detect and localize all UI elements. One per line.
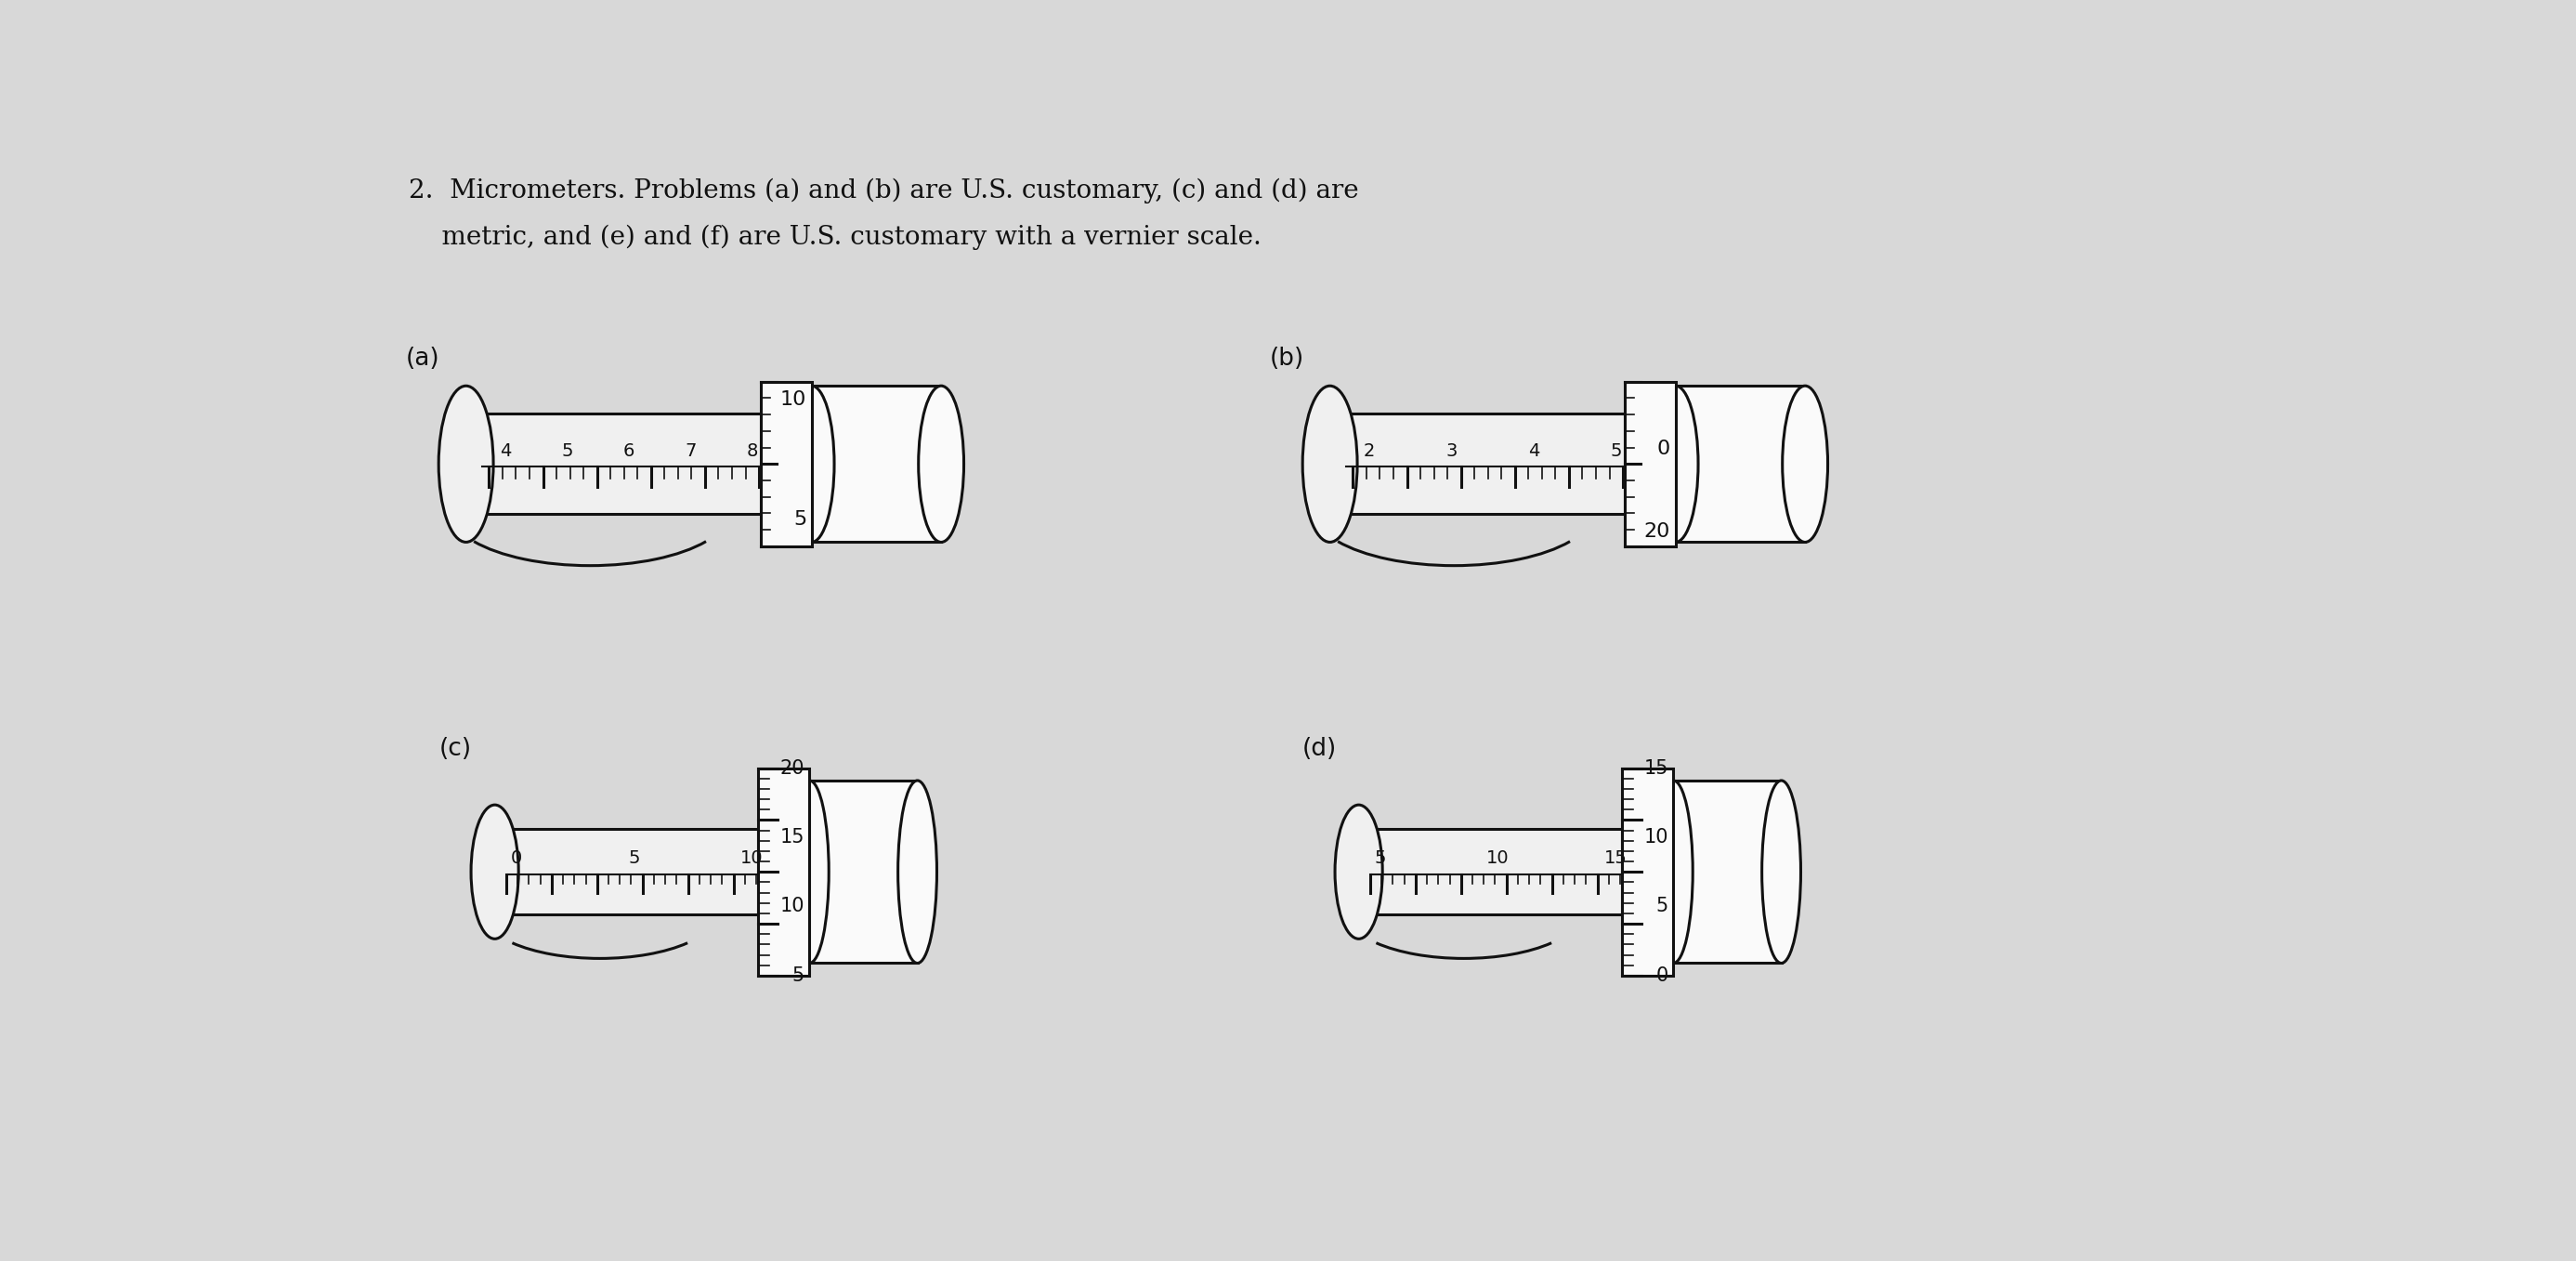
Ellipse shape — [1783, 386, 1829, 542]
Text: 20: 20 — [781, 759, 804, 777]
Text: 5: 5 — [562, 443, 572, 460]
Text: 5: 5 — [793, 509, 806, 528]
Ellipse shape — [1654, 386, 1698, 542]
Ellipse shape — [1334, 805, 1383, 939]
Bar — [1329, 414, 1625, 514]
Text: 0: 0 — [1656, 440, 1669, 458]
Text: 5: 5 — [629, 849, 639, 866]
Bar — [760, 382, 811, 546]
Text: 5: 5 — [1610, 443, 1623, 460]
Text: 2: 2 — [1363, 443, 1376, 460]
Text: 2.  Micrometers. Problems (a) and (b) are U.S. customary, (c) and (d) are: 2. Micrometers. Problems (a) and (b) are… — [410, 178, 1358, 203]
Bar — [495, 828, 757, 914]
Ellipse shape — [1654, 781, 1692, 963]
Text: 15: 15 — [781, 828, 804, 846]
Ellipse shape — [438, 386, 495, 542]
Text: 15: 15 — [1643, 759, 1669, 777]
Text: 4: 4 — [1528, 443, 1540, 460]
Text: (c): (c) — [438, 736, 471, 760]
Text: 3: 3 — [1445, 443, 1458, 460]
Text: 10: 10 — [781, 897, 804, 915]
Ellipse shape — [791, 781, 829, 963]
Bar — [809, 781, 917, 963]
Text: 15: 15 — [1605, 849, 1628, 866]
Bar — [1674, 386, 1806, 542]
Text: 10: 10 — [739, 849, 762, 866]
Text: 6: 6 — [623, 443, 634, 460]
Bar — [1674, 781, 1783, 963]
Bar — [1358, 828, 1620, 914]
Bar — [811, 386, 940, 542]
Text: 0: 0 — [1656, 966, 1669, 985]
Text: 5: 5 — [1656, 897, 1669, 915]
Text: 5: 5 — [791, 966, 804, 985]
Ellipse shape — [1762, 781, 1801, 963]
Text: (b): (b) — [1270, 347, 1303, 371]
Text: 8: 8 — [747, 443, 757, 460]
Bar — [1620, 768, 1674, 976]
Ellipse shape — [899, 781, 938, 963]
Text: 5: 5 — [1376, 849, 1386, 866]
Text: (a): (a) — [407, 347, 440, 371]
Text: 0: 0 — [510, 849, 523, 866]
Bar — [757, 768, 809, 976]
Text: 10: 10 — [781, 391, 806, 409]
Text: 10: 10 — [1643, 828, 1669, 846]
Text: metric, and (e) and (f) are U.S. customary with a vernier scale.: metric, and (e) and (f) are U.S. customa… — [410, 224, 1262, 250]
Ellipse shape — [1303, 386, 1358, 542]
Bar — [466, 414, 760, 514]
Text: 20: 20 — [1643, 522, 1669, 541]
Ellipse shape — [920, 386, 963, 542]
Bar — [1625, 382, 1674, 546]
Ellipse shape — [471, 805, 518, 939]
Text: (d): (d) — [1301, 736, 1337, 760]
Text: 10: 10 — [1486, 849, 1510, 866]
Ellipse shape — [788, 386, 835, 542]
Text: 4: 4 — [500, 443, 510, 460]
Text: 7: 7 — [685, 443, 696, 460]
